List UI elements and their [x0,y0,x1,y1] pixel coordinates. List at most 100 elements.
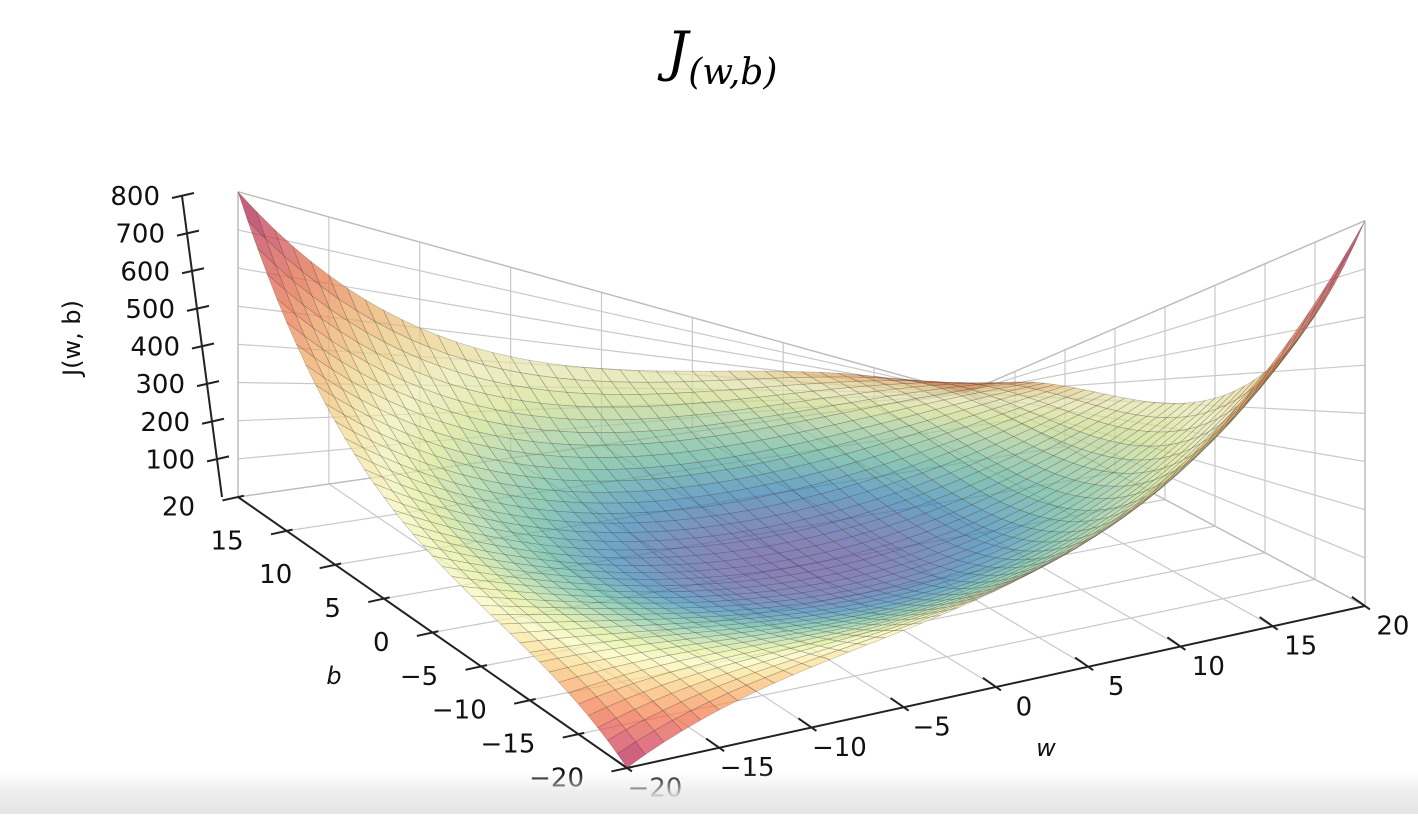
surface-patch [902,616,931,625]
surface-patch [1072,452,1103,467]
surface-patch [330,339,361,374]
surface-patch [642,585,673,593]
surface-patch [753,590,785,598]
surface-patch [713,410,743,424]
surface-patch [892,618,922,626]
surface-patch [1087,408,1118,422]
surface-patch [622,652,652,664]
surface-patch [412,533,442,551]
surface-patch [1279,320,1309,363]
surface-patch [607,729,637,755]
surface-patch [637,624,669,632]
surface-patch [642,684,673,702]
surface-patch [1205,415,1235,448]
surface-patch [992,522,1023,535]
surface-patch [911,611,940,620]
surface-patch [1159,464,1188,491]
surface-patch [785,612,815,619]
surface-patch [257,247,286,291]
surface-patch [902,572,933,582]
surface-patch [702,524,732,537]
surface-patch [1157,416,1188,433]
surface-patch [619,369,649,383]
surface-patch [696,652,727,663]
x-tick-label: 5 [1108,672,1125,702]
surface-patch [418,490,449,510]
surface-patch [387,425,418,450]
surface-patch [1037,394,1068,405]
surface-patch [512,412,543,431]
x-tick [705,737,725,753]
surface-patch [1197,422,1227,455]
surface-patch [733,645,764,654]
y-tick-label: 15 [211,526,244,556]
surface-patch [543,600,574,609]
z-tick-label: 400 [130,333,180,363]
y-tick [416,630,439,637]
surface-patch [588,595,620,604]
surface-patch [1160,460,1190,488]
z-tick-label: 200 [140,408,190,438]
surface-patch [544,499,575,513]
z-tick [186,304,210,312]
surface-patch [440,394,470,418]
axis-lines [171,192,1371,773]
surface-patch [247,220,276,266]
x-tick [797,717,817,732]
surface-patch [514,438,544,456]
surface-patch [604,674,635,691]
surface-patch [493,544,524,558]
surface-patch [553,490,583,504]
surface-patch [1177,446,1207,475]
surface-patch [1214,407,1244,440]
surface-patch [1012,567,1042,582]
surface-patch [750,624,779,631]
x-tick [613,758,633,773]
surface-patch [903,382,933,388]
surface-patch [1242,371,1272,408]
surface-patch [703,625,733,632]
surface-patch [1317,252,1347,303]
surface-patch [685,545,716,556]
surface-patch [643,466,673,480]
surface-patch [716,581,747,590]
y-tick-label: −20 [529,763,584,793]
surface-patch [974,585,1004,596]
y-tick [611,765,634,773]
y-axis-label: b [326,662,341,690]
z-axis-label: J(w, b) [58,300,86,378]
surface-patch [1081,437,1111,453]
surface-patch [788,627,817,634]
surface-patch [1222,398,1252,431]
x-tick-label: −10 [812,733,867,763]
x-tick [1166,636,1186,651]
x-tick-label: 0 [1016,692,1033,722]
surface-patch [435,476,465,496]
surface-patch [1244,362,1274,402]
cost-surface [237,191,1366,769]
y-tick-label: −15 [481,730,536,760]
surface-patch [1336,220,1366,275]
surface-patch [574,530,605,542]
surface-patch [392,330,422,360]
surface-patch [372,462,402,486]
surface-patch [448,383,478,406]
surface-patch [1151,465,1181,494]
surface-patch [872,559,903,571]
x-tick [1351,596,1371,611]
surface-patch [595,432,625,446]
surface-patch [509,631,540,644]
surface-patch [509,356,540,377]
x-tick-label: 20 [1376,611,1409,641]
surface-patch [751,633,780,640]
surface-patch [1026,469,1056,484]
y-tick [562,731,585,739]
surface-patch [1141,477,1171,503]
surface-patch [955,590,984,600]
surface-patch [1307,273,1337,322]
surface-patch [504,568,535,580]
surface-patch [453,482,484,501]
tick-labels: −20−15−10−505101520−20−15−10−50510152010… [110,182,1409,803]
surface-patch [484,393,515,414]
